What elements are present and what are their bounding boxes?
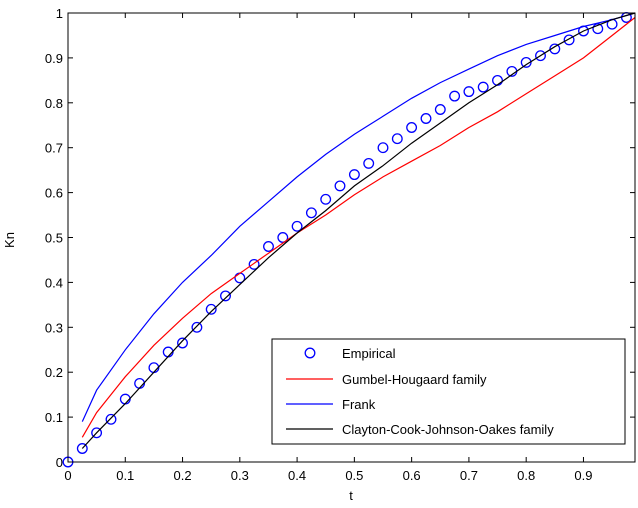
y-tick-label: 0 <box>56 455 63 470</box>
data-point-empirical <box>549 43 561 55</box>
data-point-empirical <box>563 34 575 46</box>
legend-box <box>271 338 626 445</box>
y-tick-label: 0.2 <box>45 365 63 380</box>
data-point-empirical <box>363 157 375 169</box>
legend-marker-empirical <box>304 347 316 359</box>
y-tick-label: 0.7 <box>45 141 63 156</box>
y-tick-label: 1 <box>56 6 63 21</box>
y-tick-label: 0.8 <box>45 96 63 111</box>
legend-entry-clayton: Clayton-Cook-Johnson-Oakes family <box>286 422 554 437</box>
data-point-empirical <box>334 180 346 192</box>
data-point-empirical <box>377 142 389 154</box>
x-tick-label: 0.5 <box>345 468 363 483</box>
data-point-empirical <box>391 133 403 145</box>
x-tick-label: 0.6 <box>403 468 421 483</box>
data-point-empirical <box>463 86 475 98</box>
data-point-empirical <box>263 241 274 252</box>
data-point-empirical <box>291 220 303 232</box>
data-point-empirical <box>348 169 360 181</box>
data-point-empirical <box>191 321 203 333</box>
x-tick-label: 0.9 <box>574 468 592 483</box>
x-tick-label: 0.3 <box>231 468 249 483</box>
data-point-empirical <box>477 81 489 93</box>
y-axis-label: Kn <box>2 232 17 248</box>
x-axis-label: t <box>349 488 353 503</box>
series-line-clayton-cook-johnson-oakes-family <box>81 12 636 449</box>
y-tick-label: 0.6 <box>45 186 63 201</box>
data-point-empirical <box>177 337 188 349</box>
x-tick-label: 0 <box>64 468 71 483</box>
data-point-empirical <box>305 207 317 219</box>
y-tick-label: 0.1 <box>45 410 63 425</box>
legend: Empirical Gumbel-Hougaard family Frank C… <box>271 338 626 445</box>
series-empirical <box>62 12 632 468</box>
legend-label-gumbel: Gumbel-Hougaard family <box>342 372 487 387</box>
series-line-frank <box>81 12 636 422</box>
x-tick-label: 0.2 <box>174 468 192 483</box>
data-point-empirical <box>406 122 418 133</box>
y-tick-label: 0.4 <box>45 275 63 290</box>
y-tick-label: 0.3 <box>45 320 63 335</box>
legend-entry-empirical: Empirical <box>304 346 396 361</box>
data-point-empirical <box>449 90 461 102</box>
data-point-empirical <box>434 104 446 115</box>
series-line-gumbel-hougaard-family <box>81 17 636 438</box>
legend-label-empirical: Empirical <box>342 346 396 361</box>
data-point-empirical <box>592 23 604 35</box>
series-layer <box>62 12 636 468</box>
x-tick-label: 0.4 <box>288 468 306 483</box>
ticks-layer: 0 0.1 0.2 0.3 0.4 0.5 0.6 0.7 0.8 0.9 0 0.1 0.2 0.3 0.… <box>45 6 635 483</box>
data-point-empirical <box>535 50 546 62</box>
data-point-empirical <box>420 113 432 124</box>
y-tick-label: 0.5 <box>45 231 63 246</box>
data-point-empirical <box>320 193 332 205</box>
legend-label-frank: Frank <box>342 397 376 412</box>
legend-entry-gumbel: Gumbel-Hougaard family <box>286 372 487 387</box>
legend-entry-frank: Frank <box>286 397 376 412</box>
data-point-empirical <box>248 258 260 270</box>
data-point-empirical <box>220 290 231 302</box>
data-point-empirical <box>105 413 117 425</box>
data-point-empirical <box>205 303 217 315</box>
x-tick-label: 0.8 <box>517 468 535 483</box>
x-tick-label: 0.1 <box>116 468 134 483</box>
data-point-empirical <box>91 427 103 439</box>
data-point-empirical <box>277 232 289 243</box>
x-tick-label: 0.7 <box>460 468 478 483</box>
data-point-empirical <box>76 443 88 454</box>
y-tick-label: 0.9 <box>45 51 63 66</box>
data-point-empirical <box>520 56 532 68</box>
legend-label-clayton: Clayton-Cook-Johnson-Oakes family <box>342 422 554 437</box>
